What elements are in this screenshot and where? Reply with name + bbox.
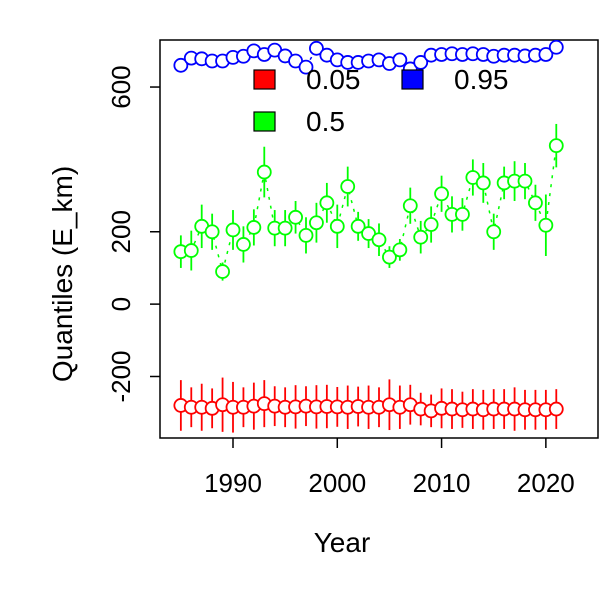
data-point: [538, 47, 554, 62]
data-point: [173, 57, 189, 73]
data-point: [423, 217, 439, 232]
data-point: [413, 229, 429, 245]
data-point: [548, 40, 564, 55]
x-axis-title: Year: [314, 527, 371, 558]
y-tick-label: 600: [106, 65, 136, 108]
data-point: [382, 249, 397, 265]
data-point: [215, 264, 230, 279]
data-point: [548, 138, 564, 154]
y-axis-title: Quantiles (E_km): [47, 166, 78, 382]
plot-frame: [159, 39, 599, 439]
data-marks: [173, 40, 564, 433]
data-point: [225, 222, 241, 238]
data-point: [256, 164, 272, 180]
data-point: [413, 55, 429, 70]
data-point: [246, 220, 262, 235]
legend-label: 0.5: [306, 106, 345, 137]
axes: 1990 2000 2010 2020 -200 0 200 600: [106, 65, 575, 498]
data-point: [298, 227, 314, 243]
legend-swatch: [401, 69, 424, 90]
data-point: [350, 218, 366, 234]
data-point: [204, 224, 220, 240]
data-point: [309, 40, 324, 56]
data-point: [288, 209, 303, 225]
series-line: [180, 145, 558, 272]
legend-label: 0.95: [454, 64, 509, 95]
legend: 0.05 0.95 0.5: [253, 64, 509, 137]
data-point: [371, 232, 387, 248]
data-point: [517, 173, 533, 189]
data-point: [486, 224, 502, 240]
data-point: [277, 220, 293, 236]
data-point: [548, 401, 564, 417]
data-point: [475, 175, 491, 191]
data-point: [340, 179, 356, 194]
y-tick-label: 200: [106, 210, 136, 253]
legend-swatch: [253, 111, 276, 132]
y-tick-label: -200: [106, 350, 136, 402]
data-point: [236, 237, 251, 252]
data-point: [538, 217, 554, 233]
data-point: [183, 243, 199, 258]
data-point: [528, 195, 543, 211]
x-tick-label: 2010: [413, 468, 471, 498]
data-point: [392, 52, 408, 68]
legend-swatch: [253, 69, 276, 90]
data-point: [319, 195, 335, 211]
x-tick-label: 2020: [517, 468, 575, 498]
data-point: [434, 186, 449, 202]
legend-label: 0.05: [306, 64, 361, 95]
data-point: [298, 59, 314, 75]
data-point: [309, 215, 324, 231]
data-point: [455, 206, 470, 222]
data-point: [329, 218, 345, 234]
y-tick-label: 0: [106, 297, 136, 311]
x-tick-label: 1990: [204, 468, 262, 498]
data-point: [392, 242, 408, 258]
x-tick-label: 2000: [308, 468, 366, 498]
data-point: [402, 198, 418, 214]
